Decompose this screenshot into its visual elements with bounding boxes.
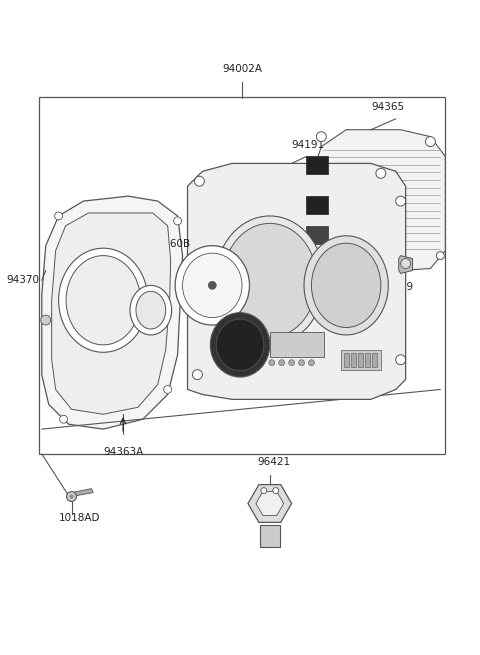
Circle shape: [192, 369, 203, 379]
Polygon shape: [188, 163, 406, 400]
Circle shape: [269, 360, 275, 365]
Text: 96421: 96421: [257, 457, 290, 467]
Bar: [202, 259, 227, 267]
Bar: [372, 353, 377, 367]
Polygon shape: [52, 213, 171, 414]
Circle shape: [41, 315, 51, 325]
Ellipse shape: [130, 286, 172, 335]
Bar: [202, 269, 227, 276]
Circle shape: [376, 168, 386, 178]
Polygon shape: [307, 130, 445, 271]
Text: 94365: 94365: [371, 102, 404, 112]
Bar: [307, 226, 328, 244]
Circle shape: [60, 415, 68, 423]
Text: 94191: 94191: [292, 140, 325, 149]
Circle shape: [164, 386, 172, 394]
Bar: [202, 278, 227, 286]
Ellipse shape: [312, 243, 381, 328]
Bar: [307, 196, 328, 214]
Bar: [341, 350, 381, 369]
Circle shape: [174, 217, 181, 225]
Circle shape: [401, 259, 410, 269]
Circle shape: [177, 291, 184, 299]
Circle shape: [67, 492, 76, 502]
Circle shape: [208, 282, 216, 290]
Polygon shape: [399, 255, 413, 274]
Ellipse shape: [136, 291, 166, 329]
Circle shape: [273, 487, 279, 494]
Ellipse shape: [175, 246, 250, 325]
Ellipse shape: [215, 216, 324, 345]
Circle shape: [279, 360, 285, 365]
Ellipse shape: [66, 255, 141, 345]
Text: 94002A: 94002A: [222, 64, 262, 74]
Bar: [199, 255, 229, 300]
Ellipse shape: [304, 236, 388, 335]
Ellipse shape: [210, 312, 270, 377]
Circle shape: [316, 132, 326, 141]
Circle shape: [425, 137, 435, 147]
Bar: [270, 332, 324, 357]
Bar: [260, 525, 280, 547]
Polygon shape: [248, 485, 292, 523]
Bar: [365, 353, 370, 367]
Text: 1018AD: 1018AD: [59, 514, 100, 523]
Text: 94360B: 94360B: [151, 238, 191, 249]
Circle shape: [55, 212, 62, 220]
Bar: [202, 288, 227, 296]
Polygon shape: [256, 491, 284, 515]
Circle shape: [396, 196, 406, 206]
Circle shape: [436, 252, 444, 259]
Bar: [39, 97, 445, 454]
Bar: [358, 353, 363, 367]
Bar: [344, 353, 349, 367]
Ellipse shape: [182, 253, 242, 318]
Circle shape: [194, 176, 204, 186]
Text: 94370: 94370: [7, 275, 40, 286]
Ellipse shape: [59, 248, 148, 352]
Circle shape: [261, 487, 267, 494]
Text: 94363A: 94363A: [103, 447, 144, 457]
Text: 94369: 94369: [381, 282, 414, 292]
Ellipse shape: [223, 223, 317, 337]
Circle shape: [396, 355, 406, 365]
Polygon shape: [72, 489, 93, 496]
Circle shape: [70, 495, 73, 498]
Circle shape: [299, 360, 304, 365]
Polygon shape: [42, 196, 182, 429]
Circle shape: [309, 360, 314, 365]
Bar: [307, 157, 328, 174]
Ellipse shape: [216, 319, 264, 371]
Circle shape: [288, 360, 295, 365]
Bar: [351, 353, 356, 367]
